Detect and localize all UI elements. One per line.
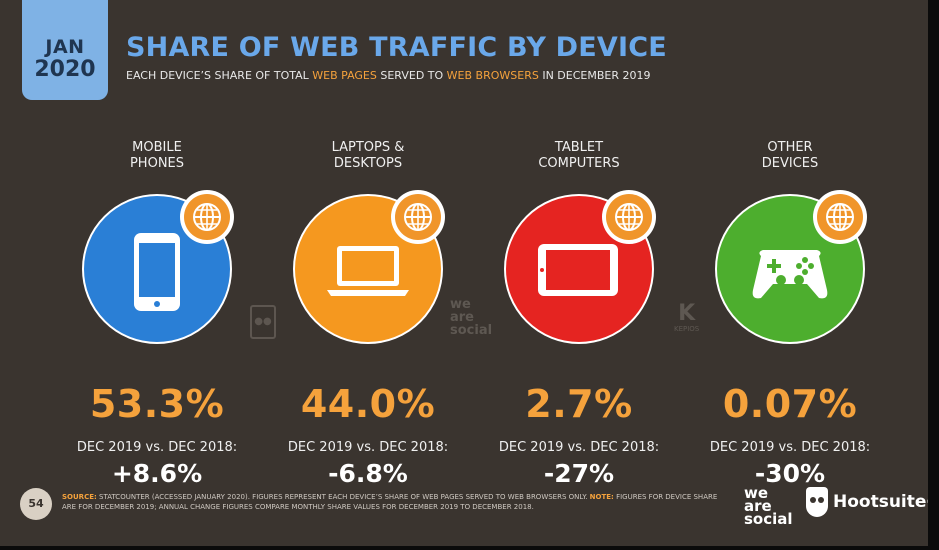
- subtitle-text: EACH DEVICE’S SHARE OF TOTAL: [126, 69, 313, 82]
- hootsuite-watermark-icon: ●●: [250, 305, 276, 339]
- device-column-tablet: TABLET COMPUTERS 2.7% DEC 2019 vs. DEC 20…: [474, 140, 684, 488]
- kepios-k-icon: K: [678, 301, 696, 326]
- subtitle-highlight-web-browsers: WEB BROWSERS: [446, 69, 539, 82]
- globe-icon: [180, 190, 234, 244]
- game-controller-icon: [752, 250, 828, 299]
- we-are-social-watermark: we are social: [450, 297, 493, 338]
- tablet-icon: [538, 244, 618, 296]
- date-month: JAN: [45, 36, 85, 58]
- device-share-value: 44.0%: [300, 382, 436, 426]
- date-badge: JAN 2020: [22, 0, 108, 100]
- subtitle-text: IN DECEMBER 2019: [538, 69, 651, 82]
- page-title: SHARE OF WEB TRAFFIC BY DEVICE: [126, 32, 667, 63]
- subtitle-highlight-web-pages: WEB PAGES: [312, 69, 377, 82]
- device-change-value: -6.8%: [328, 459, 408, 488]
- laptop-icon: [327, 246, 409, 296]
- device-share-value: 53.3%: [89, 382, 225, 426]
- device-label: MOBILE PHONES: [129, 140, 185, 171]
- device-share-value: 2.7%: [525, 382, 633, 426]
- date-year: 2020: [34, 57, 96, 82]
- device-column-other: OTHER DEVICES 0.07% DEC 2019 vs. DEC 2018…: [685, 140, 895, 488]
- globe-icon: [602, 190, 656, 244]
- device-column-mobile: MOBILE PHONES 53.3% DEC 2019 vs. DEC 2018…: [52, 140, 262, 488]
- page-number: 54: [20, 488, 52, 520]
- device-label: OTHER DEVICES: [761, 140, 819, 171]
- we-are-social-logo: we are social: [744, 484, 793, 528]
- mobile-phone-icon: [134, 233, 180, 311]
- device-change-value: +8.6%: [111, 459, 203, 488]
- globe-icon: [813, 190, 867, 244]
- device-compare-label: DEC 2019 vs. DEC 2018:: [498, 440, 660, 455]
- page-subtitle: EACH DEVICE’S SHARE OF TOTAL WEB PAGES S…: [126, 69, 650, 82]
- source-note: SOURCE: STATCOUNTER (ACCESSED JANUARY 20…: [62, 493, 718, 511]
- device-compare-label: DEC 2019 vs. DEC 2018:: [709, 440, 871, 455]
- hootsuite-logo: Hootsuite®: [806, 486, 928, 518]
- window-edge: [928, 0, 939, 550]
- globe-icon: [391, 190, 445, 244]
- device-share-value: 0.07%: [722, 382, 858, 426]
- owl-icon: [806, 487, 828, 517]
- device-label: TABLET COMPUTERS: [538, 140, 620, 171]
- device-change-value: -27%: [543, 459, 615, 488]
- device-change-value: -30%: [754, 459, 826, 488]
- window-edge-bottom: [0, 546, 939, 550]
- device-compare-label: DEC 2019 vs. DEC 2018:: [76, 440, 238, 455]
- subtitle-text: SERVED TO: [376, 69, 447, 82]
- device-label: LAPTOPS & DESKTOPS: [331, 140, 405, 171]
- kepios-watermark: K KEPIOS: [674, 301, 700, 334]
- device-compare-label: DEC 2019 vs. DEC 2018:: [287, 440, 449, 455]
- device-column-laptops: LAPTOPS & DESKTOPS 44.0% DEC 2019 vs. DEC…: [263, 140, 473, 488]
